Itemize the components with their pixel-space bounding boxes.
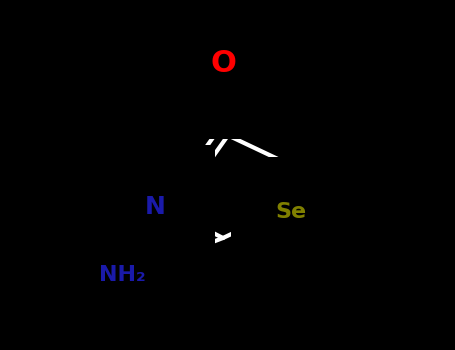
Text: NH₂: NH₂ [100, 265, 146, 285]
Text: O: O [210, 49, 236, 77]
Text: Se: Se [276, 202, 307, 222]
Text: N: N [144, 195, 165, 218]
